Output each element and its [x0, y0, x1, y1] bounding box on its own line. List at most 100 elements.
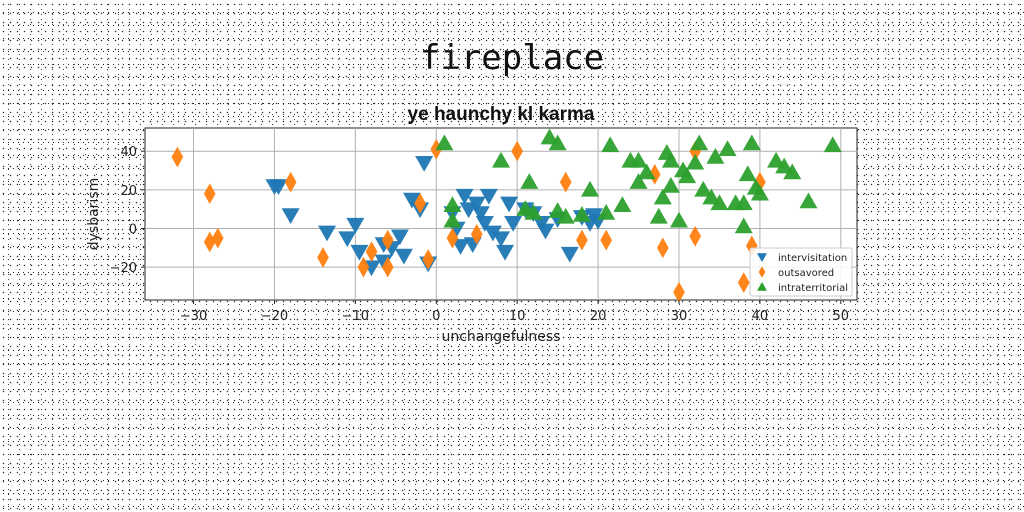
intraterritorial-point: [443, 211, 462, 228]
x-tick-label: 50: [833, 309, 850, 324]
intervisitation-point: [451, 239, 470, 255]
outsavored-point: [357, 256, 370, 278]
intraterritorial-point: [492, 151, 510, 168]
legend-marker: [757, 282, 767, 291]
outsavored-point: [203, 183, 216, 205]
intervisitation-point: [281, 208, 300, 224]
outsavored-point: [648, 164, 661, 185]
x-tick-label: 0: [432, 309, 440, 324]
y-tick-label: −20: [110, 261, 137, 276]
chart-title: ye haunchy kl karma: [408, 104, 595, 125]
outsavored-point: [737, 272, 750, 293]
intraterritorial-point: [540, 128, 559, 145]
intraterritorial-point: [670, 211, 688, 228]
intraterritorial-point: [524, 204, 543, 220]
outsavored-point: [365, 241, 378, 263]
outsavored-point: [470, 223, 483, 245]
intraterritorial-point: [629, 173, 648, 189]
intervisitation-point: [492, 231, 510, 248]
outsavored-point: [414, 193, 426, 214]
intraterritorial-point: [710, 194, 729, 211]
outsavored-point: [559, 171, 572, 193]
outsavored-point: [673, 281, 685, 303]
intervisitation-point: [483, 225, 502, 242]
y-tick-label: 0: [129, 222, 137, 237]
legend-label: outsavored: [778, 268, 834, 279]
outsavored-point: [600, 229, 613, 251]
legend-box: [749, 247, 853, 297]
intervisitation-point: [479, 188, 498, 205]
intervisitation-point: [415, 156, 434, 172]
intraterritorial-point: [775, 157, 794, 174]
intraterritorial-point: [649, 207, 668, 224]
axis-ticks: −30 −20 −10 0 10 20 30 40 50 −20 0 20 40: [110, 145, 850, 324]
x-tick-label: 10: [509, 309, 526, 324]
intraterritorial-point: [718, 140, 737, 157]
intervisitation-point: [496, 244, 515, 261]
page-title: fireplace: [419, 38, 605, 78]
intraterritorial-point: [734, 194, 753, 211]
intraterritorial-point: [799, 192, 818, 209]
x-tick-label: 40: [752, 309, 769, 324]
intraterritorial-point: [637, 163, 656, 180]
intraterritorial-point: [601, 136, 620, 153]
intraterritorial-point: [706, 147, 725, 164]
outsavored-point: [317, 247, 329, 268]
outsavored-point: [446, 227, 459, 249]
x-axis-label: unchangefulness: [441, 329, 560, 345]
intraterritorial-point: [661, 151, 680, 168]
intraterritorial-point: [548, 202, 567, 218]
intervisitation-point: [475, 215, 494, 232]
intraterritorial-point: [823, 136, 842, 153]
intraterritorial-point: [678, 167, 697, 184]
intraterritorial-point: [738, 165, 757, 182]
intraterritorial-point: [750, 184, 769, 201]
intraterritorial-point: [767, 151, 786, 168]
intervisitation-point: [403, 192, 421, 209]
x-tick-label: −10: [342, 309, 369, 324]
intervisitation-point: [350, 244, 369, 261]
intervisitation-point: [455, 188, 474, 205]
intervisitation-point: [500, 196, 519, 213]
intraterritorial-point: [742, 134, 761, 151]
y-tick-label: 40: [120, 145, 137, 160]
intervisitation-point: [504, 215, 523, 232]
intraterritorial-point: [556, 207, 575, 224]
intervisitation-point: [269, 179, 288, 195]
intraterritorial-point: [597, 204, 616, 220]
outsavored-point: [284, 171, 297, 193]
intraterritorial-point: [581, 180, 599, 197]
intervisitation-point: [560, 246, 579, 263]
x-tick-label: −30: [180, 309, 207, 324]
intraterritorial-point: [613, 196, 632, 213]
outsavored-point: [171, 146, 184, 168]
x-tick-label: −20: [261, 309, 288, 324]
x-tick-label: 20: [590, 309, 607, 324]
outsavored-point: [422, 249, 435, 270]
legend-marker: [758, 266, 766, 278]
intraterritorial-point: [690, 134, 709, 151]
intervisitation-point: [394, 248, 413, 265]
legend-label: intraterritorial: [778, 283, 848, 294]
legend-label: intervisitation: [778, 253, 847, 264]
intervisitation-point: [346, 217, 365, 234]
intraterritorial-point: [783, 163, 802, 180]
intraterritorial-point: [661, 176, 680, 193]
outsavored-point: [203, 231, 216, 253]
data-points: [171, 128, 842, 303]
intraterritorial-point: [702, 188, 721, 205]
outsavored-point: [211, 227, 224, 249]
intervisitation-point: [467, 196, 486, 213]
outsavored-point: [381, 256, 394, 278]
intervisitation-point: [390, 229, 409, 246]
intraterritorial-point: [629, 151, 648, 168]
legend-marker: [757, 253, 767, 262]
outsavored-point: [689, 225, 702, 247]
intervisitation-point: [318, 225, 337, 242]
intervisitation-point: [338, 231, 357, 248]
outsavored-point: [576, 229, 588, 251]
y-tick-label: 20: [120, 184, 137, 199]
intraterritorial-point: [435, 134, 454, 151]
legend: intervisitation outsavored intraterritoria…: [749, 247, 853, 297]
